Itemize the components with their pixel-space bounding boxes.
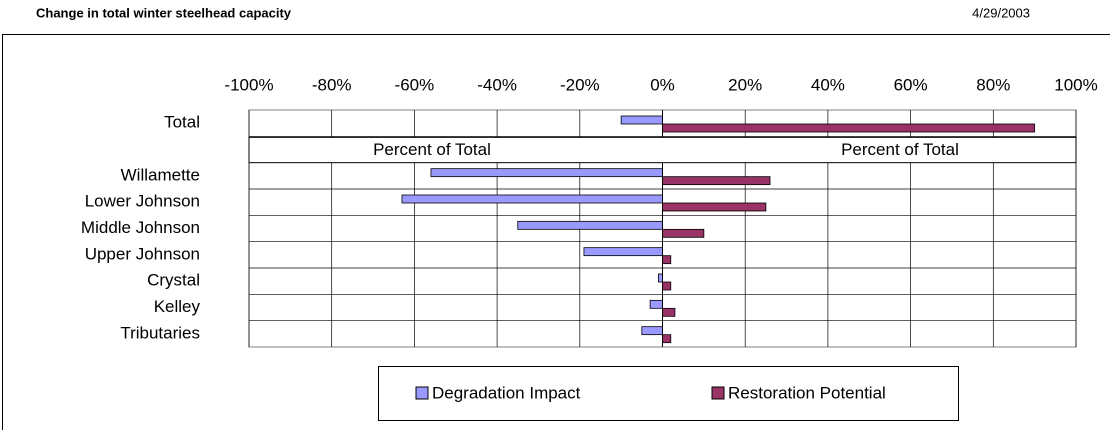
y-tick-label: Lower Johnson	[85, 192, 200, 211]
page-title: Change in total winter steelhead capacit…	[36, 5, 292, 20]
bar	[658, 274, 662, 282]
x-tick-label: -80%	[312, 75, 352, 94]
legend-label: Restoration Potential	[728, 383, 886, 402]
x-tick-label: -40%	[477, 75, 517, 94]
bar	[402, 195, 663, 203]
legend-swatch	[712, 387, 724, 399]
y-tick-label: Kelley	[154, 297, 201, 316]
annotation: Percent of Total	[841, 140, 959, 159]
y-tick-label: Upper Johnson	[85, 244, 200, 263]
y-tick-label: Total	[164, 113, 200, 132]
legend-label: Degradation Impact	[432, 383, 581, 402]
x-tick-label: 80%	[976, 75, 1010, 94]
bar	[431, 169, 663, 177]
bar	[518, 221, 663, 229]
y-tick-label: Tributaries	[120, 323, 200, 342]
x-tick-label: 40%	[811, 75, 845, 94]
x-tick-label: 0%	[650, 75, 675, 94]
bar	[642, 327, 663, 335]
bar	[584, 248, 663, 256]
bar	[663, 203, 766, 211]
x-tick-label: -60%	[395, 75, 435, 94]
bar	[650, 300, 662, 308]
bar	[621, 116, 662, 124]
x-tick-label: 100%	[1054, 75, 1097, 94]
bar	[663, 229, 704, 237]
legend-swatch	[416, 387, 428, 399]
bar	[663, 335, 671, 343]
y-tick-label: Crystal	[147, 271, 200, 290]
x-tick-label: 20%	[728, 75, 762, 94]
date: 4/29/2003	[972, 5, 1030, 20]
x-tick-label: -20%	[560, 75, 600, 94]
bar	[663, 177, 771, 185]
bar	[663, 124, 1035, 132]
x-tick-label: -100%	[224, 75, 273, 94]
y-tick-label: Willamette	[121, 165, 200, 184]
bar	[663, 308, 675, 316]
annotation: Percent of Total	[373, 140, 491, 159]
bar	[663, 256, 671, 264]
y-tick-label: Middle Johnson	[81, 218, 200, 237]
x-tick-label: 60%	[894, 75, 928, 94]
bar	[663, 282, 671, 290]
